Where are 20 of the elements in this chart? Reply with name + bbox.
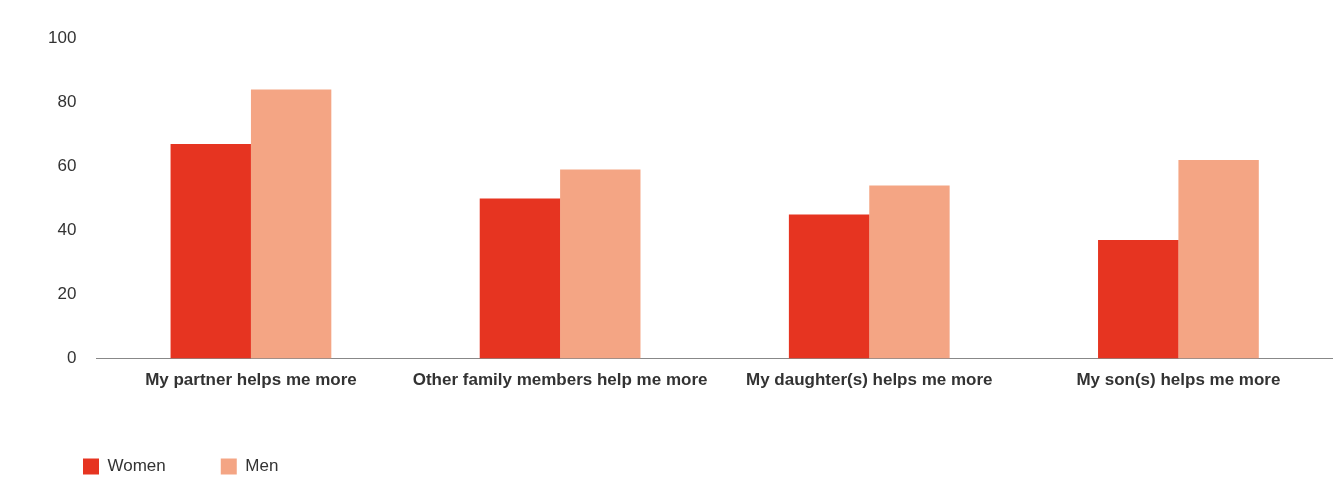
bar <box>170 143 251 359</box>
bar <box>560 169 641 359</box>
y-tick-label: 40 <box>57 220 77 240</box>
legend-label: Women <box>107 456 166 476</box>
x-tick-label: My daughter(s) helps me more <box>745 370 993 390</box>
bar <box>1098 240 1179 359</box>
x-tick-label: Other family members help me more <box>412 370 708 390</box>
legend-label: Men <box>245 456 279 476</box>
bar <box>250 89 332 359</box>
x-tick-label: My son(s) helps me more <box>1076 370 1281 390</box>
bar <box>869 185 950 359</box>
bar <box>1178 159 1259 359</box>
x-tick-label: My partner helps me more <box>145 370 357 390</box>
y-tick-label: 80 <box>57 91 77 111</box>
bar <box>479 198 561 359</box>
y-tick-label: 0 <box>66 348 77 368</box>
y-tick-label: 100 <box>47 27 77 47</box>
y-tick-label: 20 <box>57 284 77 304</box>
y-tick-label: 60 <box>57 156 77 176</box>
bar <box>788 214 870 359</box>
